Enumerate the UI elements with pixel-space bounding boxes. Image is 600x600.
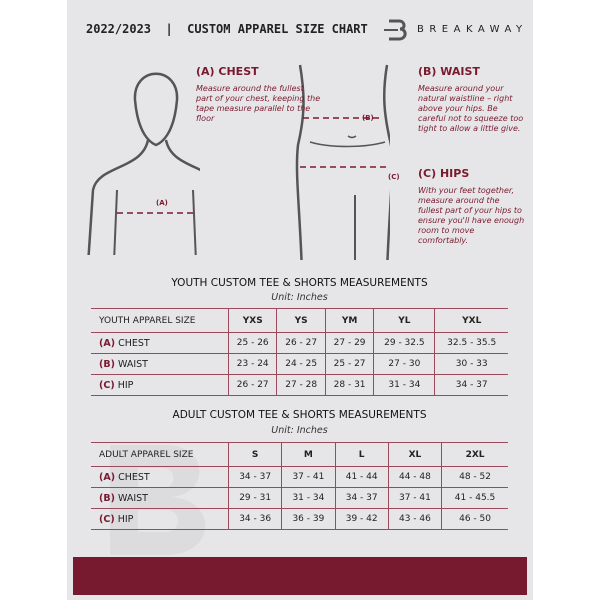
table-header-row: ADULT APPAREL SIZE S M L XL 2XL: [91, 442, 508, 467]
measure-value: 46 - 50: [441, 508, 508, 530]
measure-code: (B): [99, 358, 115, 370]
size-header: YXS: [227, 308, 277, 333]
measure-value: 31 - 34: [373, 374, 435, 396]
measure-name: CHEST: [118, 337, 150, 349]
measure-value: 26 - 27: [276, 332, 326, 354]
measure-value: 24 - 25: [276, 353, 326, 375]
table-row: (A) CHEST 34 - 37 37 - 41 41 - 44 44 - 48 48 …: [91, 466, 508, 488]
measure-value: 29 - 31: [227, 487, 282, 509]
adult-table-title: ADULT CUSTOM TEE & SHORTS MEASUREMENTS: [172, 409, 427, 421]
waist-marker: (B): [362, 114, 374, 122]
measure-value: 28 - 31: [324, 374, 374, 396]
page-title: 2022/2023 | CUSTOM APPAREL SIZE CHART: [86, 22, 368, 36]
measure-value: 37 - 41: [281, 466, 336, 488]
footer-band: [73, 557, 527, 595]
size-header: YL: [373, 308, 435, 333]
lower-body-figure: [295, 64, 390, 260]
chest-description: Measure around the fullest part of your …: [196, 84, 321, 123]
measure-value: 41 - 45.5: [441, 487, 508, 509]
measure-value: 34 - 37: [434, 374, 508, 396]
size-header: S: [227, 442, 282, 467]
adult-size-table: ADULT APPAREL SIZE S M L XL 2XL (A) CHEST 34 - …: [91, 442, 508, 530]
measure-code: (A): [99, 337, 116, 349]
measure-label: (A) CHEST: [91, 332, 229, 354]
table-row: (B) WAIST 29 - 31 31 - 34 34 - 37 37 - 41 41 …: [91, 487, 508, 509]
measure-code: (C): [99, 379, 115, 391]
measure-value: 48 - 52: [441, 466, 508, 488]
table-row: (C) HIP 34 - 36 36 - 39 39 - 42 43 - 46 46 - …: [91, 508, 508, 530]
youth-size-table: YOUTH APPAREL SIZE YXS YS YM YL YXL (A) CHEST 2…: [91, 308, 508, 396]
measure-value: 37 - 41: [387, 487, 442, 509]
chest-marker: (A): [156, 199, 168, 207]
adult-unit: Unit: Inches: [271, 425, 328, 436]
size-header: L: [334, 442, 389, 467]
header-label: ADULT APPAREL SIZE: [91, 442, 229, 467]
measure-value: 32.5 - 35.5: [434, 332, 508, 354]
measure-value: 34 - 37: [334, 487, 389, 509]
size-header: YXL: [434, 308, 508, 333]
measure-label: (B) WAIST: [91, 487, 229, 509]
upper-body-figure: [87, 72, 200, 255]
measure-value: 41 - 44: [334, 466, 389, 488]
measure-value: 30 - 33: [434, 353, 508, 375]
table-row: (A) CHEST 25 - 26 26 - 27 27 - 29 29 - 32.5 3…: [91, 332, 508, 354]
measure-code: (A): [99, 471, 116, 483]
hips-title: (C) HIPS: [418, 167, 470, 180]
measure-value: 44 - 48: [387, 466, 442, 488]
waist-title: (B) WAIST: [418, 65, 480, 78]
size-header: YS: [276, 308, 326, 333]
measure-value: 39 - 42: [334, 508, 389, 530]
measure-label: (B) WAIST: [91, 353, 229, 375]
measure-value: 25 - 27: [324, 353, 374, 375]
measure-label: (C) HIP: [91, 508, 229, 530]
table-header-row: YOUTH APPAREL SIZE YXS YS YM YL YXL: [91, 308, 508, 333]
measure-value: 31 - 34: [281, 487, 336, 509]
hips-marker: (C): [388, 173, 400, 181]
table-row: (B) WAIST 23 - 24 24 - 25 25 - 27 27 - 30 30 …: [91, 353, 508, 375]
measure-value: 25 - 26: [227, 332, 277, 354]
measure-value: 27 - 28: [276, 374, 326, 396]
table-row: (C) HIP 26 - 27 27 - 28 28 - 31 31 - 34 34 - …: [91, 374, 508, 396]
measure-value: 29 - 32.5: [373, 332, 435, 354]
brand-name: BREAKAWAY: [417, 24, 528, 35]
chest-title: (A) CHEST: [196, 65, 259, 78]
measure-code: (C): [99, 513, 115, 525]
measure-name: HIP: [117, 513, 134, 525]
measure-value: 27 - 29: [324, 332, 374, 354]
measure-label: (A) CHEST: [91, 466, 229, 488]
measure-value: 34 - 37: [227, 466, 282, 488]
size-header: M: [281, 442, 336, 467]
measure-label: (C) HIP: [91, 374, 229, 396]
measure-name: WAIST: [117, 358, 148, 370]
size-header: 2XL: [441, 442, 508, 467]
measure-value: 36 - 39: [281, 508, 336, 530]
measure-name: WAIST: [117, 492, 148, 504]
measure-value: 27 - 30: [373, 353, 435, 375]
header-label: YOUTH APPAREL SIZE: [91, 308, 229, 333]
breakaway-logo-icon: [384, 19, 407, 41]
youth-unit: Unit: Inches: [271, 292, 328, 303]
measure-name: HIP: [117, 379, 134, 391]
measure-value: 26 - 27: [227, 374, 277, 396]
measure-value: 43 - 46: [387, 508, 442, 530]
youth-table-title: YOUTH CUSTOM TEE & SHORTS MEASUREMENTS: [171, 277, 428, 289]
size-header: XL: [387, 442, 442, 467]
waist-description: Measure around your natural waistline – …: [418, 84, 524, 133]
hips-description: With your feet together, measure around …: [418, 186, 525, 245]
measure-value: 34 - 36: [227, 508, 282, 530]
measure-name: CHEST: [118, 471, 150, 483]
size-header: YM: [324, 308, 374, 333]
measure-code: (B): [99, 492, 115, 504]
measure-value: 23 - 24: [227, 353, 277, 375]
